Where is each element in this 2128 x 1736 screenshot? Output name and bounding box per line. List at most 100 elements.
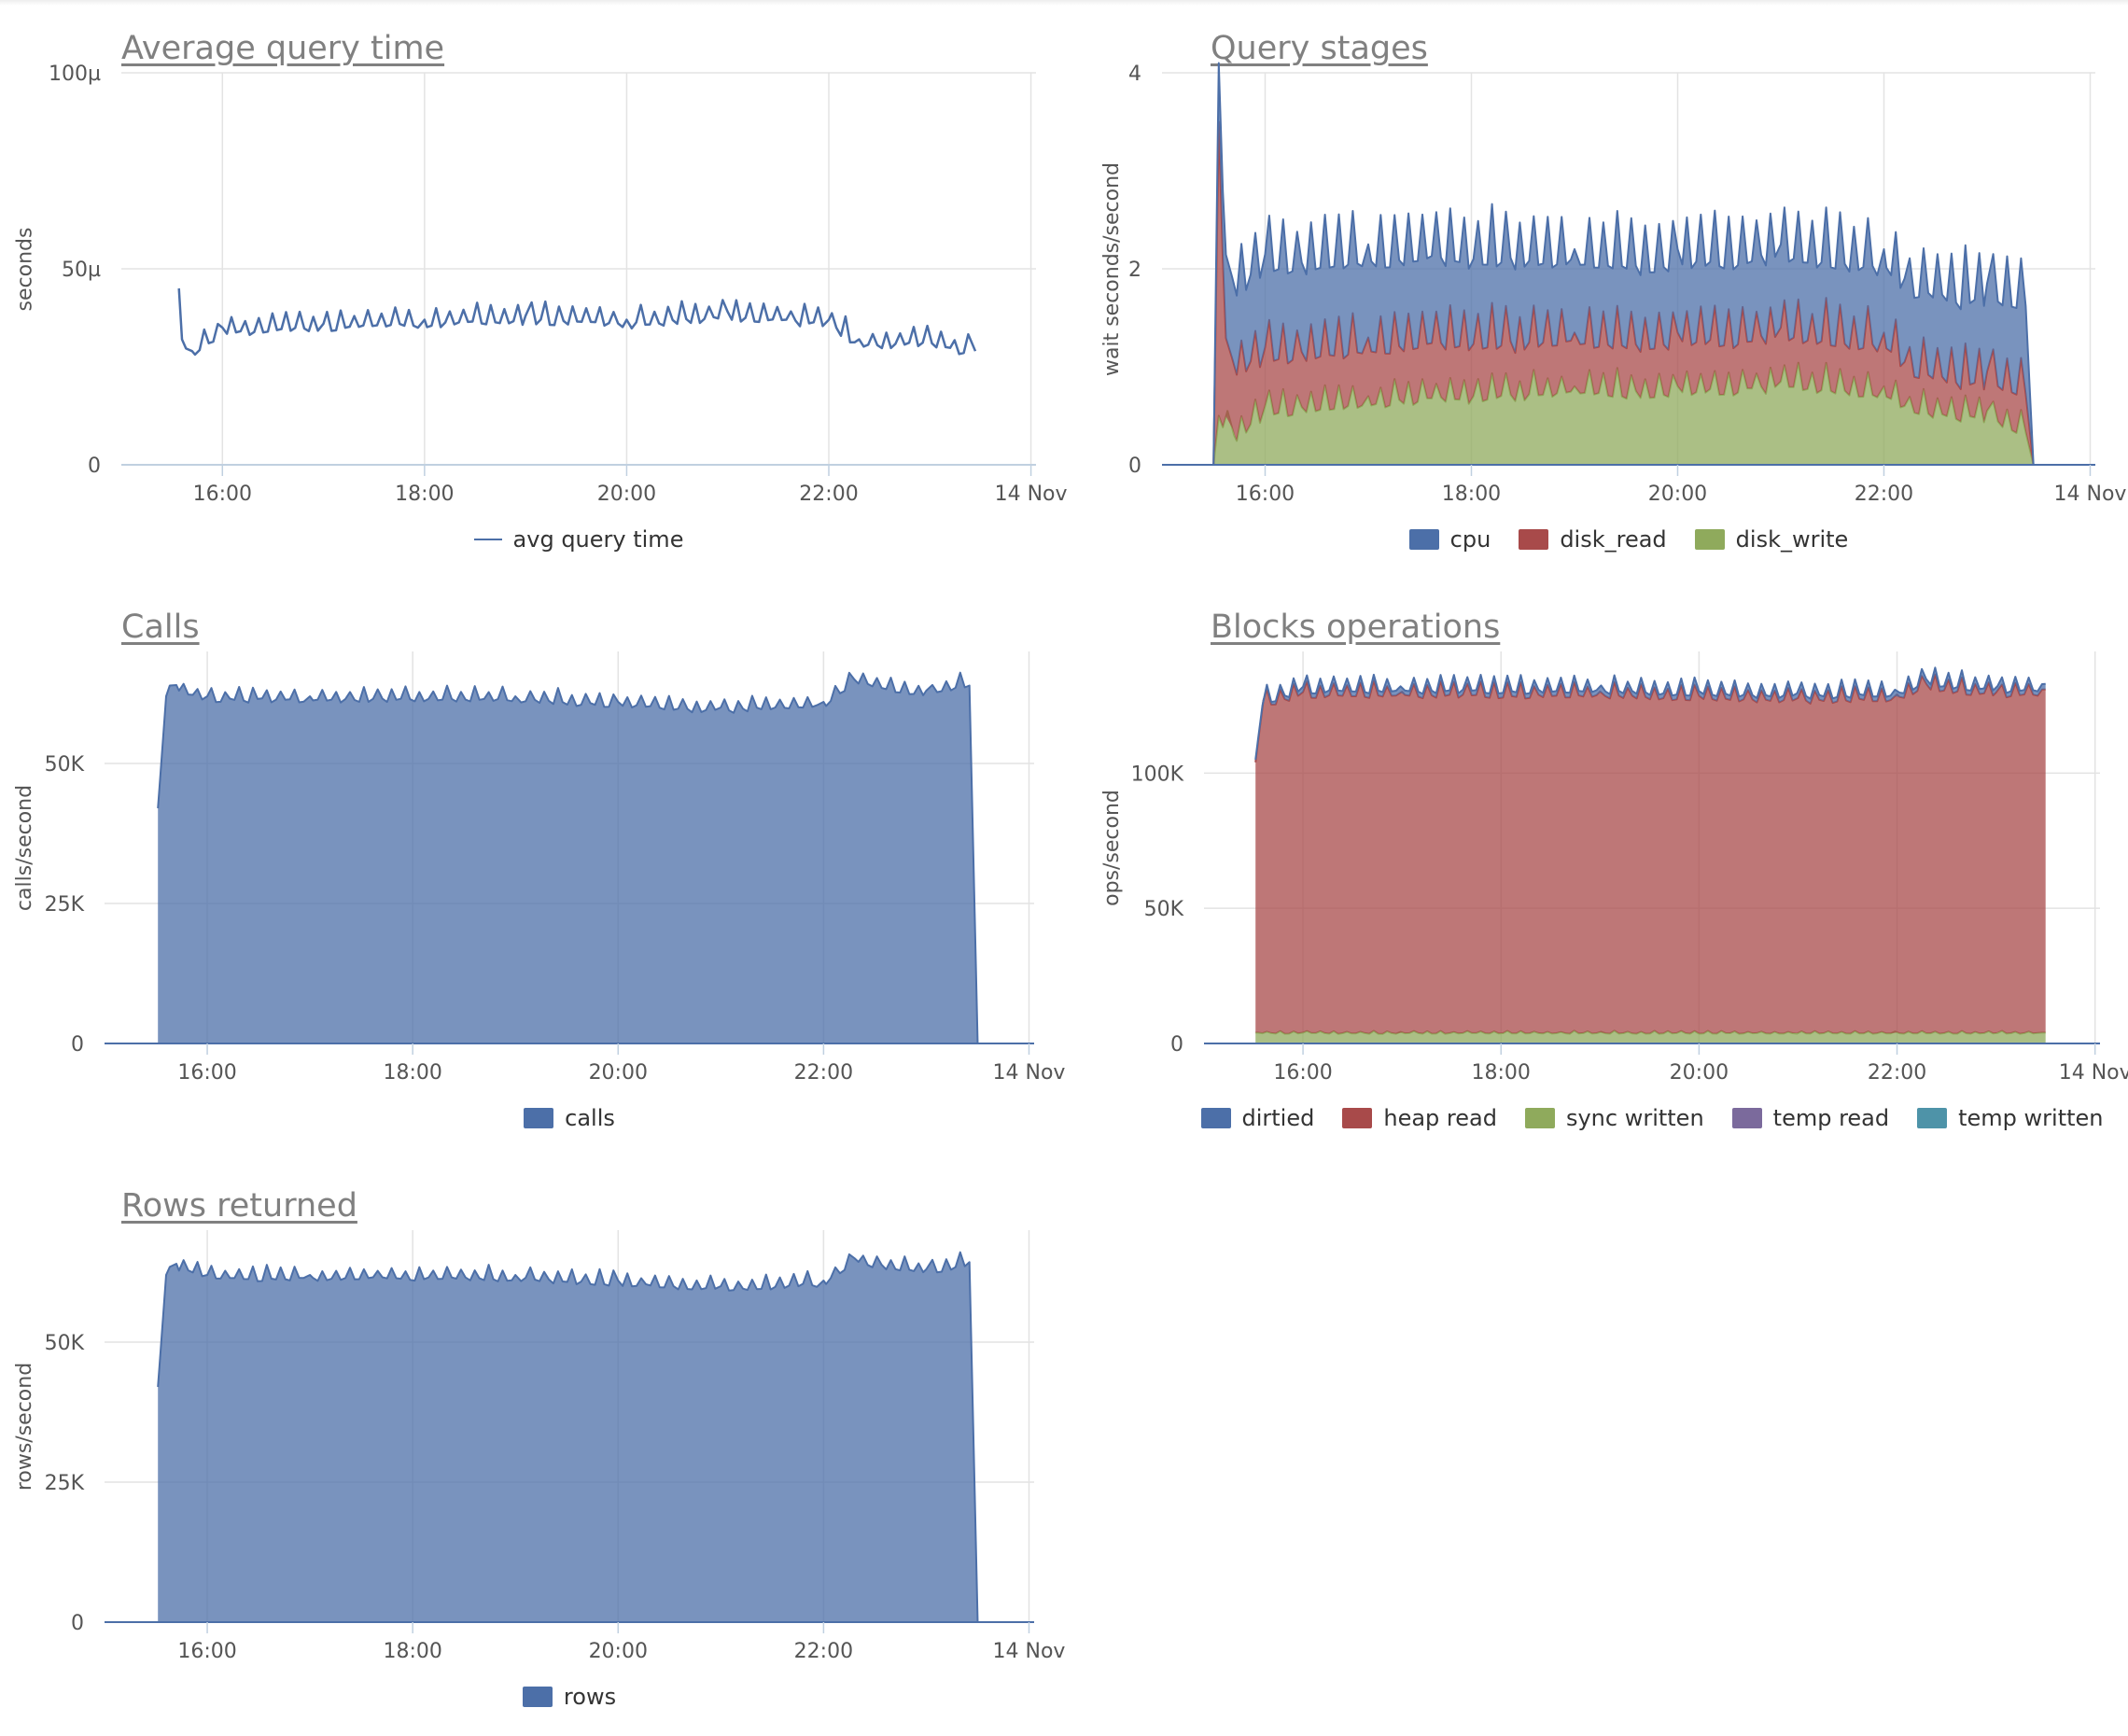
top-shadow [0, 0, 2128, 6]
legend-swatch-icon [1342, 1108, 1373, 1128]
legend-swatch-icon [1694, 529, 1725, 550]
chart-svg: 0 50K 100K 16:00 18:00 20:00 22:00 14 Nov [1131, 651, 2128, 1085]
y-tick-label: 0 [1170, 1033, 1183, 1057]
x-tick-label: 16:00 [1273, 1061, 1332, 1085]
x-tick-label: 20:00 [589, 1640, 648, 1663]
chart-title[interactable]: Average query time [121, 30, 445, 67]
chart-svg: 0 2 4 16:00 18:00 20:00 22:00 14 Nov [1128, 62, 2127, 506]
series-group [177, 287, 977, 357]
chart-title[interactable]: Query stages [1211, 30, 1428, 67]
x-tick-label: 22:00 [799, 483, 858, 506]
legend-item-calls[interactable]: calls [524, 1105, 615, 1131]
series-area-calls[interactable] [158, 672, 978, 1043]
y-tick-label: 25K [45, 893, 85, 917]
legend-item-disk_write[interactable]: disk_write [1694, 526, 1849, 553]
legend-swatch-icon [473, 539, 502, 540]
x-tick-label: 18:00 [1442, 483, 1501, 506]
legend-label: disk_write [1735, 526, 1849, 553]
chart-svg: 0 50µ 100µ 16:00 18:00 20:00 22:00 14 Nov [49, 63, 1068, 506]
x-tick-label: 18:00 [395, 483, 454, 506]
y-tick-label: 4 [1128, 63, 1141, 86]
y-tick-label: 0 [71, 1612, 84, 1635]
series-group [157, 1251, 979, 1623]
y-tick-label: 50K [1144, 898, 1184, 921]
legend-item-rows[interactable]: rows [522, 1684, 617, 1710]
legend-item-cpu[interactable]: cpu [1408, 526, 1491, 553]
x-tick-label: 16:00 [193, 483, 252, 506]
x-tick-label: 14 Nov [995, 483, 1068, 506]
series-line-rows [157, 1251, 979, 1623]
series-line-calls [157, 671, 979, 1044]
grid [121, 72, 1036, 465]
y-tick-label: 0 [1128, 455, 1141, 478]
series-area-heap-read[interactable] [1255, 674, 2046, 1034]
legend-item-disk_read[interactable]: disk_read [1519, 526, 1667, 553]
legend-label: sync written [1565, 1105, 1704, 1131]
series-group [1254, 666, 2046, 1043]
series-group [157, 671, 979, 1044]
legend: avg query time [121, 521, 1036, 558]
chart-average-query-time: Average query time seconds 0 50µ 100µ 16:00 18… [0, 0, 1068, 579]
x-tick-label: 22:00 [1868, 1061, 1926, 1085]
x-tick-label: 14 Nov [993, 1061, 1066, 1085]
y-tick-label: 50K [45, 1332, 85, 1355]
legend: calls [105, 1099, 1034, 1137]
chart-title[interactable]: Blocks operations [1211, 609, 1501, 646]
legend: rows [105, 1678, 1034, 1715]
legend-item-temp-written[interactable]: temp written [1917, 1105, 2104, 1131]
chart-svg: 0 25K 50K 16:00 18:00 20:00 22:00 14 Nov [45, 651, 1066, 1085]
legend-swatch-icon [1408, 529, 1439, 550]
series-area-disk_read[interactable] [1213, 121, 2034, 466]
x-tick-label: 14 Nov [993, 1640, 1066, 1663]
legend-label: avg query time [512, 526, 684, 553]
series-area-rows[interactable] [158, 1252, 978, 1622]
chart-svg: 0 25K 50K 16:00 18:00 20:00 22:00 14 Nov [45, 1230, 1066, 1663]
y-tick-label: 50K [45, 753, 85, 777]
x-tick-label: 22:00 [794, 1640, 853, 1663]
series-area-cpu[interactable] [1213, 63, 2034, 466]
legend-item-dirtied[interactable]: dirtied [1200, 1105, 1315, 1131]
legend-item-temp-read[interactable]: temp read [1731, 1105, 1889, 1131]
legend-label: dirtied [1241, 1105, 1315, 1131]
chart-calls: Calls calls/second 0 25K 50K 16:00 18:00 20:00 2… [0, 579, 1066, 1157]
series-group [1212, 62, 2035, 466]
series-line-dirtied [1254, 666, 2046, 761]
x-tick-label: 16:00 [177, 1061, 236, 1085]
series-line-cpu [1212, 62, 2035, 466]
legend-item-sync-written[interactable]: sync written [1524, 1105, 1704, 1131]
chart-query-stages: Query stages wait seconds/second 0 2 4 16:00 1… [1087, 0, 2128, 579]
legend-swatch-icon [1200, 1108, 1231, 1128]
y-tick-label: 2 [1128, 259, 1141, 282]
chart-title[interactable]: Calls [121, 609, 200, 646]
legend-label: rows [563, 1684, 617, 1710]
chart-rows-returned: Rows returned rows/second 0 25K 50K 16:00 18:0… [0, 1157, 1066, 1736]
legend-label: calls [565, 1105, 615, 1131]
x-tick-label: 20:00 [597, 483, 656, 506]
y-tick-label: 100µ [49, 63, 101, 86]
legend-item-avg-query-time[interactable]: avg query time [473, 526, 684, 553]
legend: dirtied heap read sync written temp read tem… [1200, 1099, 2104, 1137]
x-tick-label: 22:00 [794, 1061, 853, 1085]
legend-label: cpu [1449, 526, 1491, 553]
x-tick-label: 14 Nov [2059, 1061, 2128, 1085]
y-tick-label: 0 [88, 455, 101, 478]
series-line-avg-query-time[interactable] [177, 287, 977, 357]
y-tick-label: 0 [71, 1033, 84, 1057]
legend-item-heap-read[interactable]: heap read [1342, 1105, 1497, 1131]
x-tick-label: 14 Nov [2054, 483, 2127, 506]
legend-swatch-icon [522, 1687, 553, 1707]
series-area-disk_write[interactable] [1213, 362, 2034, 465]
legend-label: temp written [1958, 1105, 2104, 1131]
x-tick-label: 20:00 [1648, 483, 1707, 506]
x-tick-label: 16:00 [1236, 483, 1295, 506]
legend-swatch-icon [1731, 1108, 1762, 1128]
legend-swatch-icon [524, 1108, 554, 1128]
x-tick-label: 20:00 [589, 1061, 648, 1085]
legend-label: disk_read [1560, 526, 1667, 553]
y-tick-label: 50µ [62, 259, 101, 282]
legend-label: heap read [1383, 1105, 1497, 1131]
legend-swatch-icon [1519, 529, 1549, 550]
x-tick-label: 20:00 [1670, 1061, 1729, 1085]
x-tick-label: 18:00 [383, 1640, 441, 1663]
chart-title[interactable]: Rows returned [121, 1187, 357, 1225]
